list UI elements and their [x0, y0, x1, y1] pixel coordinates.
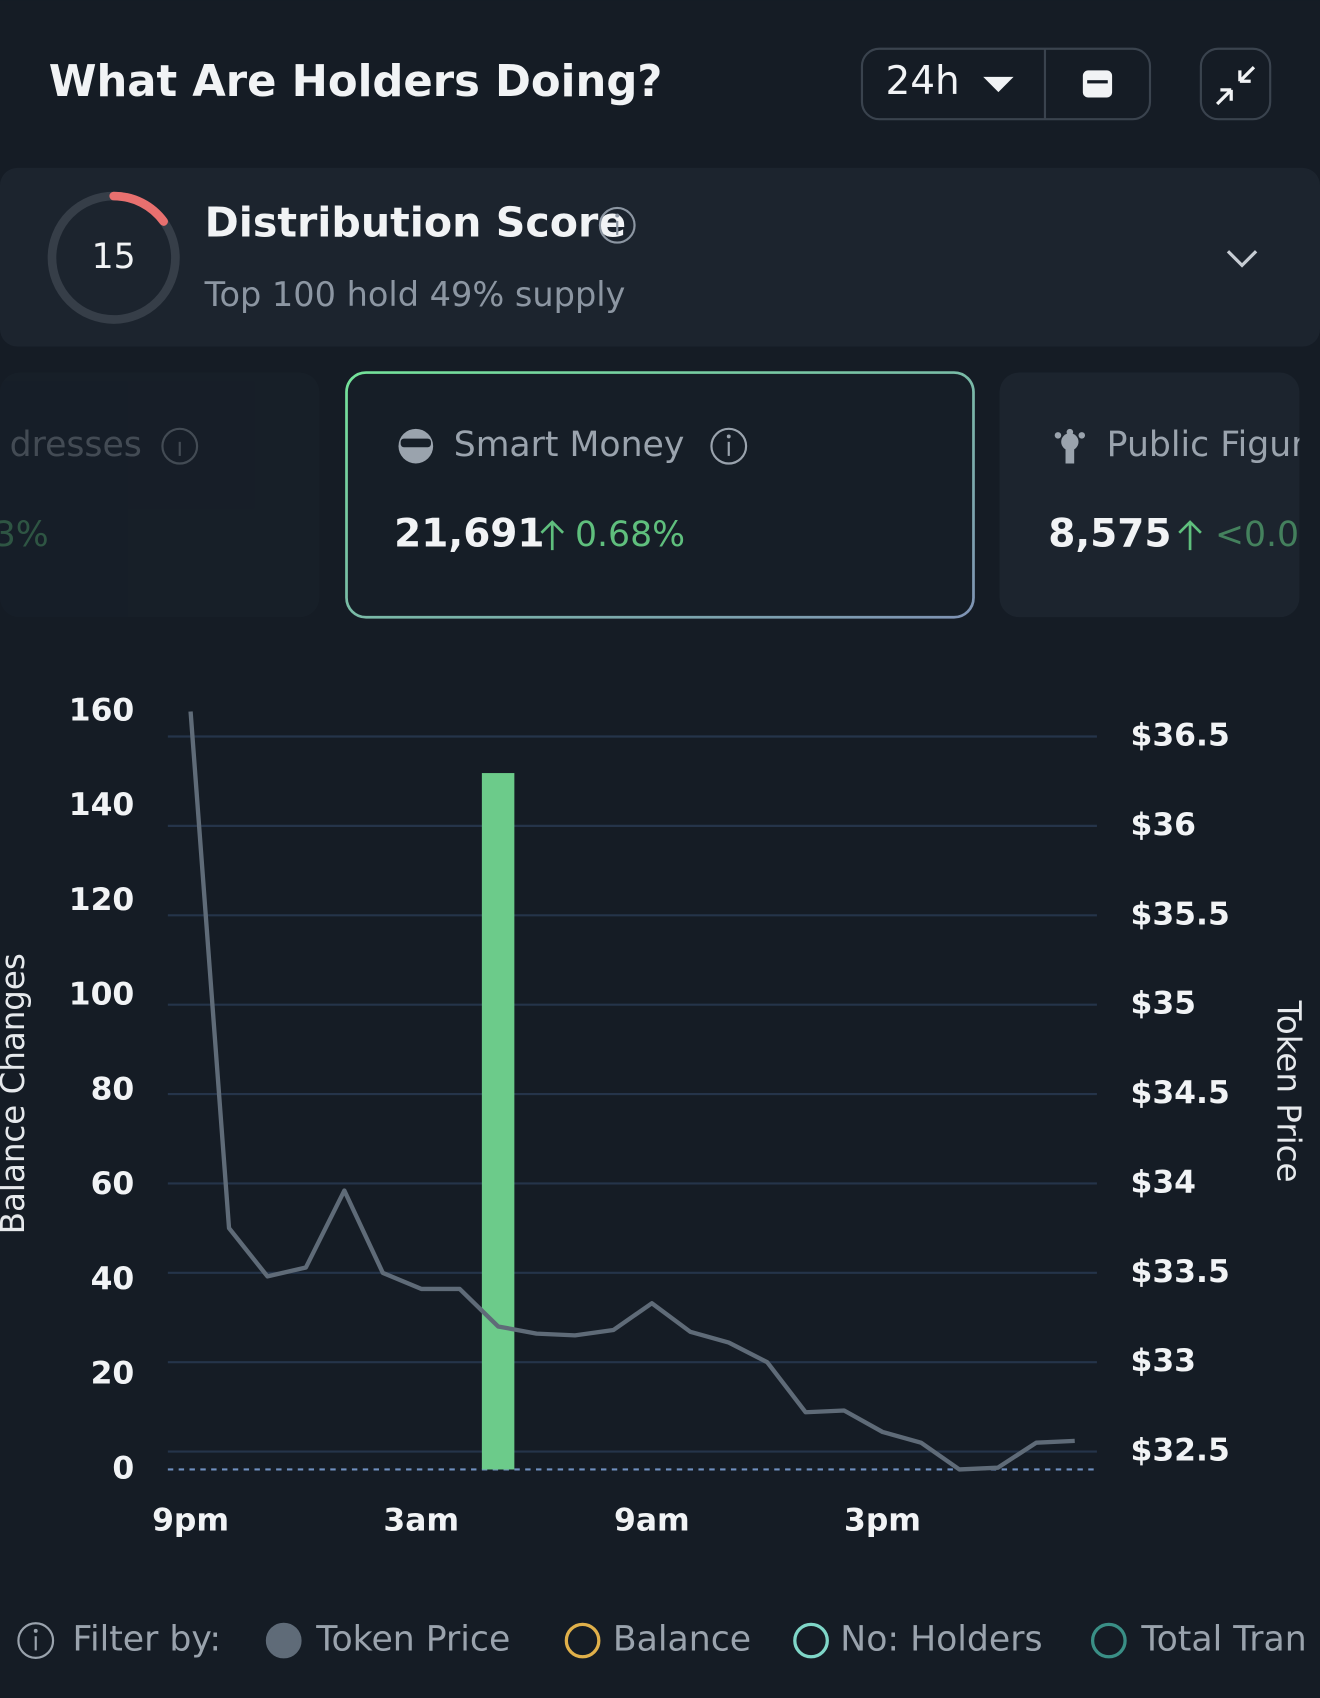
chart: Balance Changes Token Price $32.5 $33 $33.… [0, 692, 1307, 1538]
y-axis-title: Balance Changes [0, 953, 32, 1234]
price-line [188, 711, 1075, 1472]
smart-money-icon [398, 428, 434, 464]
distribution-title: Distribution Score [205, 198, 627, 246]
y2-tick-label: $36 [1131, 807, 1197, 843]
bar [481, 773, 515, 1470]
expand-chevron[interactable] [1226, 250, 1258, 268]
card-change: 3% [0, 515, 49, 555]
y-tick-label: 140 [69, 787, 135, 823]
y2-tick-label: $32.5 [1131, 1433, 1230, 1469]
y2-tick-label: $35.5 [1131, 896, 1230, 932]
up-arrow [540, 520, 565, 551]
y-tick-label: 40 [91, 1261, 135, 1297]
x-tick-label: 3am [383, 1502, 459, 1538]
filter-label: Filter by: [73, 1620, 221, 1660]
card-change: 0.68% [575, 515, 685, 555]
info-icon[interactable] [710, 427, 748, 465]
card-label: Public Figur [1107, 425, 1307, 465]
x-tick-label: 9pm [152, 1502, 229, 1538]
calendar-icon[interactable] [1082, 70, 1113, 98]
collapse-button[interactable] [1199, 47, 1272, 121]
x-tick-label: 9am [614, 1502, 690, 1538]
up-arrow [1178, 520, 1202, 551]
info-icon [161, 427, 199, 465]
range-label[interactable]: 24h [885, 59, 959, 104]
info-icon[interactable] [17, 1622, 55, 1659]
legend-swatch[interactable] [564, 1622, 601, 1659]
y2-tick-label: $33.5 [1131, 1254, 1230, 1290]
range-button[interactable] [860, 47, 1152, 121]
legend-label[interactable]: Balance [613, 1620, 751, 1660]
page-title: What Are Holders Doing? [49, 57, 663, 107]
legend-swatch[interactable] [265, 1622, 302, 1659]
legend-swatch[interactable] [1090, 1622, 1127, 1659]
y2-axis-title: Token Price [1269, 1000, 1307, 1183]
legend-label[interactable]: Token Price [315, 1620, 510, 1660]
card-label: dresses [10, 425, 142, 465]
distribution-panel[interactable] [0, 167, 1320, 347]
y-tick-label: 80 [91, 1071, 135, 1107]
card-bg [999, 372, 1300, 618]
y2-tick-label: $34 [1131, 1164, 1197, 1200]
public-figure-icon [1054, 428, 1086, 464]
card-change: <0.01 [1215, 515, 1320, 555]
caret [983, 76, 1014, 93]
card[interactable]: dresses 3% [0, 372, 320, 618]
y-tick-label: 0 [112, 1450, 134, 1486]
y2-tick-label: $33 [1131, 1343, 1197, 1379]
card-label: Smart Money [454, 425, 685, 465]
y-tick-label: 160 [69, 692, 135, 728]
card-bg [0, 372, 320, 618]
y-tick-label: 100 [69, 977, 135, 1013]
y2-tick-label: $36.5 [1131, 718, 1230, 754]
card[interactable]: Smart Money 21,691 0.68% [345, 371, 975, 619]
y-tick-label: 120 [69, 882, 135, 918]
score-value: 15 [92, 237, 136, 277]
card-value: 21,691 [394, 512, 544, 557]
y2-tick-label: $34.5 [1131, 1075, 1230, 1111]
x-tick-label: 3pm [844, 1502, 921, 1538]
legend-label[interactable]: Total Tran [1140, 1620, 1306, 1660]
range-selector[interactable]: 24h [860, 47, 1152, 121]
legend-swatch[interactable] [793, 1622, 829, 1659]
y-tick-label: 60 [91, 1166, 135, 1202]
y-tick-label: 20 [91, 1356, 135, 1392]
legend-label[interactable]: No: Holders [840, 1620, 1042, 1660]
info-icon[interactable] [598, 206, 636, 244]
card-value: 8,575 [1048, 512, 1171, 557]
distribution-subtitle: Top 100 hold 49% supply [204, 275, 626, 314]
y2-tick-label: $35 [1131, 986, 1197, 1022]
card-bg [345, 371, 975, 619]
card[interactable]: Public Figur 8,575 <0.01 [999, 372, 1320, 618]
filter-bar: Filter by: Token Price Balance No: Holders… [17, 1620, 1307, 1660]
score-arc [109, 191, 168, 226]
